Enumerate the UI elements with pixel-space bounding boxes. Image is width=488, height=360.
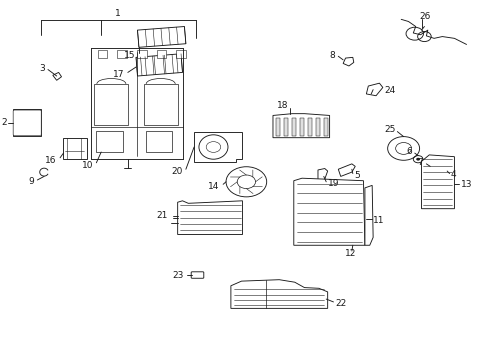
- Bar: [284, 118, 287, 135]
- Text: 7: 7: [417, 158, 423, 167]
- Text: 19: 19: [327, 179, 339, 188]
- Text: 18: 18: [277, 101, 288, 110]
- Text: 1: 1: [115, 9, 121, 18]
- Polygon shape: [338, 164, 354, 176]
- Bar: [63, 138, 86, 159]
- Bar: [96, 131, 122, 152]
- FancyBboxPatch shape: [13, 110, 41, 135]
- Text: 20: 20: [171, 167, 182, 176]
- Text: 21: 21: [156, 211, 168, 220]
- Polygon shape: [364, 185, 372, 245]
- Bar: [145, 131, 172, 152]
- Polygon shape: [194, 132, 241, 162]
- Text: 9: 9: [29, 177, 34, 186]
- Polygon shape: [317, 168, 327, 182]
- Bar: [13, 109, 41, 136]
- Bar: [137, 50, 146, 58]
- Polygon shape: [230, 280, 327, 309]
- Bar: [117, 50, 127, 58]
- Text: 15: 15: [123, 51, 135, 60]
- Text: 6: 6: [406, 147, 411, 156]
- Polygon shape: [421, 155, 453, 209]
- Polygon shape: [366, 83, 382, 96]
- Bar: [176, 50, 185, 58]
- Bar: [156, 50, 166, 58]
- Text: 16: 16: [45, 156, 57, 165]
- Bar: [291, 118, 295, 135]
- Polygon shape: [137, 27, 185, 47]
- Text: 25: 25: [383, 125, 395, 134]
- Polygon shape: [136, 54, 182, 76]
- Circle shape: [415, 158, 419, 161]
- Text: 4: 4: [449, 171, 455, 180]
- Bar: [307, 118, 311, 135]
- Text: 23: 23: [172, 270, 183, 279]
- Bar: [315, 118, 319, 135]
- Polygon shape: [293, 178, 364, 245]
- Polygon shape: [427, 163, 433, 169]
- Text: 13: 13: [460, 180, 471, 189]
- Text: 2: 2: [1, 118, 7, 127]
- Text: 26: 26: [419, 12, 430, 21]
- Text: 5: 5: [353, 171, 359, 180]
- Text: 24: 24: [384, 86, 395, 95]
- Text: 8: 8: [329, 51, 335, 60]
- Bar: [323, 118, 327, 135]
- Polygon shape: [272, 114, 329, 138]
- Polygon shape: [442, 168, 448, 176]
- Text: 12: 12: [345, 249, 356, 258]
- Bar: [98, 50, 107, 58]
- Text: 17: 17: [113, 70, 124, 79]
- Bar: [300, 118, 304, 135]
- Polygon shape: [177, 201, 242, 234]
- Text: 10: 10: [82, 161, 94, 170]
- Text: 11: 11: [372, 216, 384, 225]
- FancyBboxPatch shape: [191, 272, 203, 278]
- Polygon shape: [53, 72, 61, 80]
- Text: 22: 22: [335, 299, 346, 308]
- Bar: [94, 84, 128, 125]
- Text: 14: 14: [208, 181, 219, 190]
- Polygon shape: [343, 57, 353, 66]
- Text: 3: 3: [39, 64, 44, 73]
- Bar: [276, 118, 280, 135]
- Bar: [143, 84, 177, 125]
